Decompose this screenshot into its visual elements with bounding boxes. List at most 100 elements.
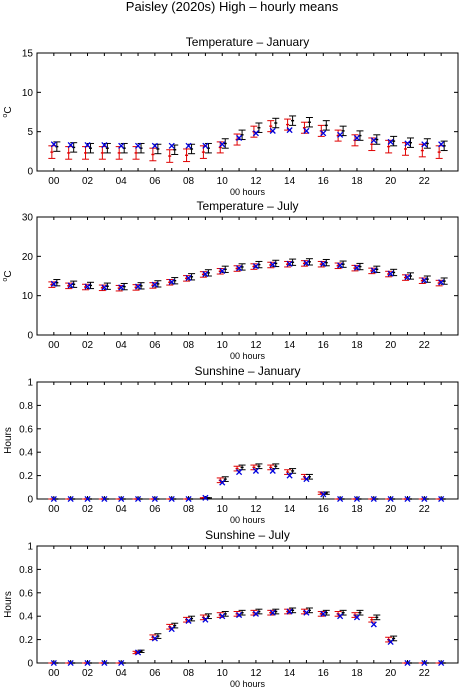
data-point-blue-x — [101, 659, 108, 667]
data-point-blue-x — [168, 142, 175, 149]
x-tick-label: 12 — [250, 340, 262, 351]
data-point-blue-x — [134, 495, 142, 503]
x-marker-stroke — [269, 609, 276, 616]
x-marker-stroke — [219, 267, 226, 274]
data-point-blue-x — [67, 282, 74, 289]
x-tick-label: 20 — [385, 504, 397, 515]
x-marker-stroke — [421, 141, 428, 148]
x-marker-stroke — [353, 495, 361, 503]
data-point-blue-x — [353, 134, 361, 142]
x-marker-stroke — [67, 495, 74, 503]
data-point-red-errorbar — [65, 146, 73, 160]
data-point-blue-x — [252, 130, 259, 137]
x-tick-label: 06 — [149, 340, 161, 351]
x-marker-stroke — [404, 140, 411, 147]
data-point-blue-x — [219, 267, 226, 274]
data-point-blue-x — [269, 261, 276, 268]
y-axis-label-degree: o — [2, 114, 9, 118]
x-marker-stroke — [101, 495, 108, 503]
data-point-blue-x — [303, 476, 310, 483]
data-point-blue-x — [421, 659, 428, 667]
x-tick-label: 04 — [116, 668, 128, 679]
data-point-blue-x — [84, 141, 91, 149]
data-point-blue-x — [404, 659, 411, 667]
data-point-blue-x — [303, 259, 310, 267]
data-point-blue-x — [101, 495, 108, 503]
x-marker-stroke — [134, 142, 142, 149]
data-point-blue-x — [50, 280, 57, 287]
x-marker-stroke — [67, 282, 74, 289]
x-tick-label: 00 — [48, 340, 60, 351]
y-tick-label: 20 — [22, 252, 34, 263]
y-axis-label-degree: o — [2, 278, 9, 282]
x-marker-stroke — [269, 127, 276, 134]
x-tick-label: 00 — [48, 668, 60, 679]
data-point-black-errorbar — [289, 468, 297, 474]
x-tick-label: 02 — [82, 340, 94, 351]
series-blue-x — [50, 608, 445, 667]
chart-panel-4: Sunshine – July 0 0.2 0.4 0.6 0.8 1 00 02 04 06 08 1… — [3, 528, 459, 689]
data-point-blue-x — [286, 472, 293, 479]
data-point-blue-x — [101, 141, 108, 149]
data-point-blue-x — [50, 659, 57, 667]
x-marker-stroke — [337, 613, 344, 620]
data-point-blue-x — [421, 277, 428, 284]
y-tick-label: 15 — [22, 49, 34, 60]
data-point-blue-x — [320, 260, 327, 267]
x-marker-stroke — [168, 626, 175, 633]
y-tick-label: 0.8 — [19, 565, 33, 576]
x-marker-stroke — [50, 495, 57, 503]
data-point-blue-x — [269, 467, 276, 474]
x-tick-label: 20 — [385, 176, 397, 187]
x-marker-stroke — [67, 141, 74, 149]
x-marker-stroke — [252, 263, 259, 270]
x-marker-stroke — [219, 613, 226, 620]
data-point-black-errorbar — [390, 135, 398, 147]
x-marker-stroke — [404, 495, 411, 503]
x-marker-stroke — [337, 262, 344, 269]
x-marker-stroke — [134, 649, 142, 656]
x-marker-stroke — [236, 469, 243, 476]
data-point-blue-x — [320, 491, 327, 498]
y-tick-label: 0.2 — [19, 635, 33, 646]
x-tick-label: 08 — [183, 176, 195, 187]
data-point-red-errorbar — [166, 149, 174, 163]
data-point-blue-x — [134, 142, 142, 149]
data-point-red-errorbar — [267, 120, 275, 133]
y-tick-label: 0.8 — [19, 401, 33, 412]
data-point-red-errorbar — [48, 145, 56, 159]
x-marker-stroke — [286, 608, 293, 615]
x-axis-label: 00 hours — [230, 679, 266, 689]
plot-frame — [36, 216, 459, 336]
x-tick-label: 06 — [149, 176, 161, 187]
x-tick-label: 04 — [116, 340, 128, 351]
series-black-errorbar — [53, 607, 448, 664]
data-point-black-errorbar — [171, 144, 179, 155]
data-point-black-errorbar — [272, 463, 280, 470]
x-tick-label: 00 — [48, 504, 60, 515]
data-point-blue-x — [252, 610, 259, 617]
chart-panel-2: Temperature – July 0 10 20 30 00 02 04 06 08 10 12 1… — [2, 199, 459, 361]
data-point-black-errorbar — [171, 277, 179, 285]
y-tick-label: 30 — [22, 213, 34, 224]
x-marker-stroke — [387, 638, 394, 645]
data-point-blue-x — [185, 142, 192, 149]
plot-frame — [36, 545, 459, 664]
x-marker-stroke — [50, 659, 57, 667]
x-tick-label: 02 — [82, 668, 94, 679]
x-marker-stroke — [185, 142, 192, 149]
series-red-errorbar — [48, 118, 443, 163]
y-axis-label: oC — [2, 106, 14, 117]
x-tick-label: 06 — [149, 668, 161, 679]
x-marker-stroke — [269, 261, 276, 268]
x-marker-stroke — [84, 141, 91, 149]
series-blue-x — [50, 127, 445, 149]
chart-title: Temperature – July — [196, 199, 298, 213]
x-tick-label: 12 — [250, 504, 262, 515]
x-tick-label: 16 — [318, 176, 330, 187]
x-marker-stroke — [252, 467, 259, 474]
x-tick-label: 22 — [419, 176, 431, 187]
series-blue-x — [50, 259, 445, 291]
data-point-red-errorbar — [183, 148, 191, 163]
